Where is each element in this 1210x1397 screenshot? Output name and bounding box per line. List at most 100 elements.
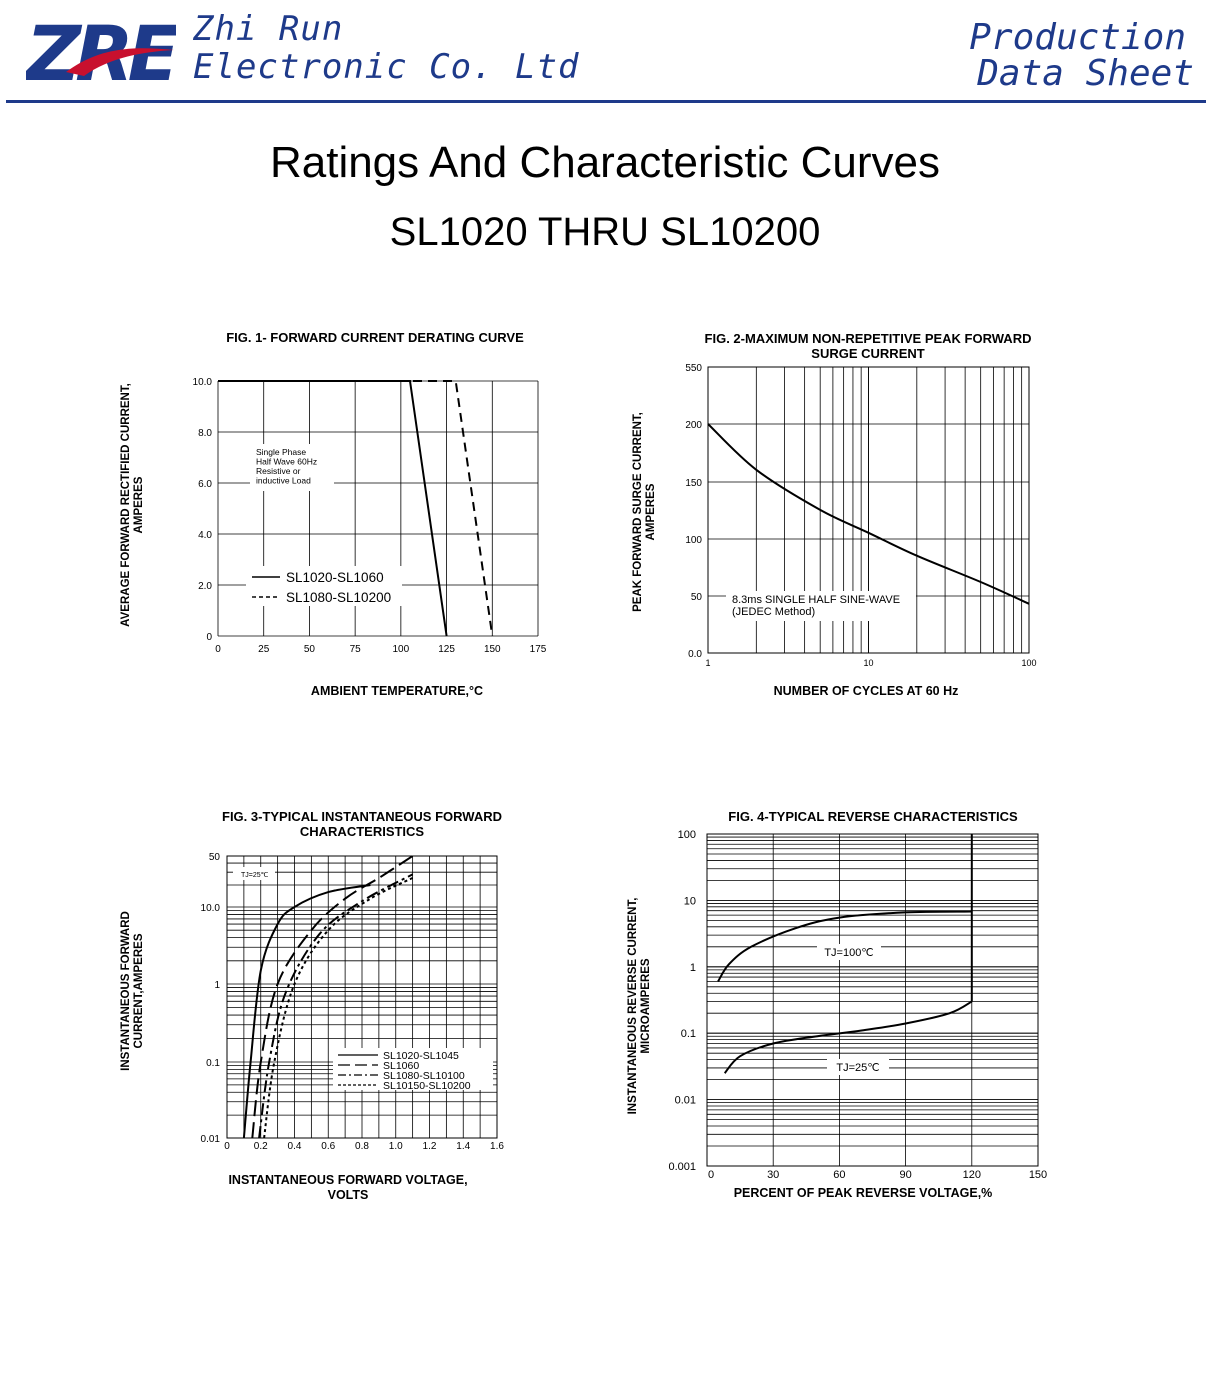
fig3-series-line [258, 873, 414, 1139]
fig1-annotation-1: Half Wave 60Hz [256, 457, 317, 467]
fig4-ytick-label: 10 [684, 895, 696, 907]
fig3-ylabel-0: INSTANTANEOUS FORWARD [120, 911, 132, 1071]
fig1-annotation-2: Resistive or [256, 466, 301, 476]
fig3-xtick-label: 1.4 [456, 1141, 470, 1152]
fig1-annotation-bg [250, 444, 334, 491]
fig2-xtick-label: 10 [863, 658, 873, 668]
fig2-ytick-label: 100 [685, 535, 702, 546]
fig1-xtick-label: 150 [484, 644, 501, 655]
fig2-annotation-bg [726, 591, 916, 621]
fig3-xtick-label: 1.0 [389, 1141, 403, 1152]
fig3-ytick-label: 0.01 [201, 1134, 221, 1145]
logo-swoosh [66, 48, 174, 76]
fig3-xtick-label: 0.8 [355, 1141, 369, 1152]
fig1-xtick-label: 0 [215, 644, 221, 655]
fig2-title-1: SURGE CURRENT [811, 346, 924, 361]
fig3-xtick-label: 1.6 [490, 1141, 504, 1152]
fig4-label-bg [817, 944, 881, 960]
fig4-ytick-label: 0.01 [675, 1095, 696, 1107]
fig3-annotation: TJ=25℃ [241, 872, 269, 879]
fig3-series-line [251, 855, 414, 1139]
fig3-ytick-label: 0.1 [206, 1058, 220, 1069]
fig2-xtick-label: 100 [1021, 658, 1036, 668]
fig2-ytick-label: 550 [685, 363, 702, 374]
fig1-ylabel-1: AMPERES [133, 476, 145, 533]
fig4-ytick-label: 1 [690, 962, 696, 974]
fig3-xtick-label: 0.4 [288, 1141, 302, 1152]
fig3-xtick-label: 0 [224, 1141, 230, 1152]
fig2-xtick-label: 1 [705, 658, 710, 668]
fig1-ylabel-0: AVERAGE FORWARD RECTIFIED CURRENT, [120, 383, 132, 627]
fig2-ylabel-0: PEAK FORWARD SURGE CURRENT, [632, 412, 644, 612]
fig4-ytick-label: 0.001 [668, 1161, 696, 1173]
doc-type-line2: Data Sheet [977, 53, 1194, 94]
fig4-xtick-label: 30 [767, 1169, 779, 1181]
fig1-xtick-label: 100 [393, 644, 410, 655]
fig1-series-line [218, 380, 494, 637]
fig4-xtick-label: 60 [833, 1169, 845, 1181]
fig4-series-line [723, 1000, 973, 1074]
fig1-ytick-label: 10.0 [193, 377, 213, 388]
fig1-legend-label: SL1020-SL1060 [286, 570, 384, 585]
fig1-ytick-label: 2.0 [198, 581, 212, 592]
fig3-legend-label: SL1080-SL10100 [383, 1070, 465, 1082]
fig2-annotation-1: (JEDEC Method) [732, 606, 815, 618]
fig2-ylabel-1: AMPERES [645, 483, 657, 540]
fig4-xtick-label: 120 [963, 1169, 981, 1181]
fig1-ytick-label: 6.0 [198, 479, 212, 490]
fig3-legend-label: SL10150-SL10200 [383, 1080, 471, 1092]
fig3-xtick-label: 0.6 [321, 1141, 335, 1152]
fig3-xtick-label: 1.2 [423, 1141, 437, 1152]
fig1-xtick-label: 125 [438, 644, 455, 655]
fig4-xlabel: PERCENT OF PEAK REVERSE VOLTAGE,% [734, 1186, 993, 1200]
fig1-legend-bg [246, 566, 402, 606]
fig3-ytick-label: 50 [209, 852, 221, 863]
fig2-ytick-label: 50 [691, 592, 703, 603]
fig4-ytick-label: 0.1 [681, 1028, 696, 1040]
fig3-series-line [242, 884, 371, 1139]
fig3-legend-label: SL1020-SL1045 [383, 1050, 459, 1062]
fig1-ytick-label: 0 [206, 632, 212, 643]
fig1-xtick-label: 75 [350, 644, 362, 655]
header-rule [6, 100, 1206, 103]
fig3-ylabel-1: CURRENT,AMPERES [133, 933, 145, 1048]
fig1-xlabel: AMBIENT TEMPERATURE,°C [311, 684, 483, 698]
fig3-ytick-label: 10.0 [201, 903, 221, 914]
company-name-line2: Electronic Co. Ltd [193, 47, 580, 87]
fig1-ytick-label: 8.0 [198, 428, 212, 439]
fig2-xlabel: NUMBER OF CYCLES AT 60 Hz [774, 684, 959, 698]
fig3-annotation-bg [233, 867, 275, 880]
fig1-title: FIG. 1- FORWARD CURRENT DERATING CURVE [226, 330, 524, 345]
fig4-xtick-label: 150 [1029, 1169, 1047, 1181]
company-name-line1: Zhi Run [193, 9, 344, 49]
zre-logo: ZRE [26, 10, 176, 92]
fig4-series-label: TJ=100℃ [824, 947, 873, 959]
fig1-legend-label: SL1080-SL10200 [286, 590, 391, 605]
fig3-xlabel-0: INSTANTANEOUS FORWARD VOLTAGE, [228, 1173, 467, 1187]
fig1-xtick-label: 175 [530, 644, 547, 655]
fig4-series-label: TJ=25℃ [836, 1062, 879, 1074]
fig1-ytick-label: 4.0 [198, 530, 212, 541]
doc-type-line1: Production [969, 17, 1186, 58]
fig4-frame [706, 833, 1039, 1167]
fig4-label-bg [827, 1059, 889, 1075]
fig4-title: FIG. 4-TYPICAL REVERSE CHARACTERISTICS [728, 809, 1018, 824]
fig3-title-0: FIG. 3-TYPICAL INSTANTANEOUS FORWARD [222, 809, 502, 824]
fig1-annotation-3: inductive Load [256, 476, 311, 486]
fig3-legend-label: SL1060 [383, 1060, 419, 1072]
fig4-ylabel-1: MICROAMPERES [640, 958, 652, 1054]
fig2-ytick-label: 0.0 [688, 649, 702, 660]
page-header: ZRE Zhi Run Electronic Co. Ltd Productio… [0, 0, 1210, 110]
fig2-annotation-0: 8.3ms SINGLE HALF SINE-WAVE [732, 594, 900, 606]
page-title: Ratings And Characteristic Curves [269, 138, 941, 187]
fig2-series-line [707, 423, 1030, 605]
fig1-xtick-label: 25 [258, 644, 270, 655]
fig3-xlabel-1: VOLTS [328, 1188, 369, 1202]
fig1-annotation-0: Single Phase [256, 447, 306, 457]
fig4-xtick-label: 90 [899, 1169, 911, 1181]
fig3-xtick-label: 0.2 [254, 1141, 268, 1152]
